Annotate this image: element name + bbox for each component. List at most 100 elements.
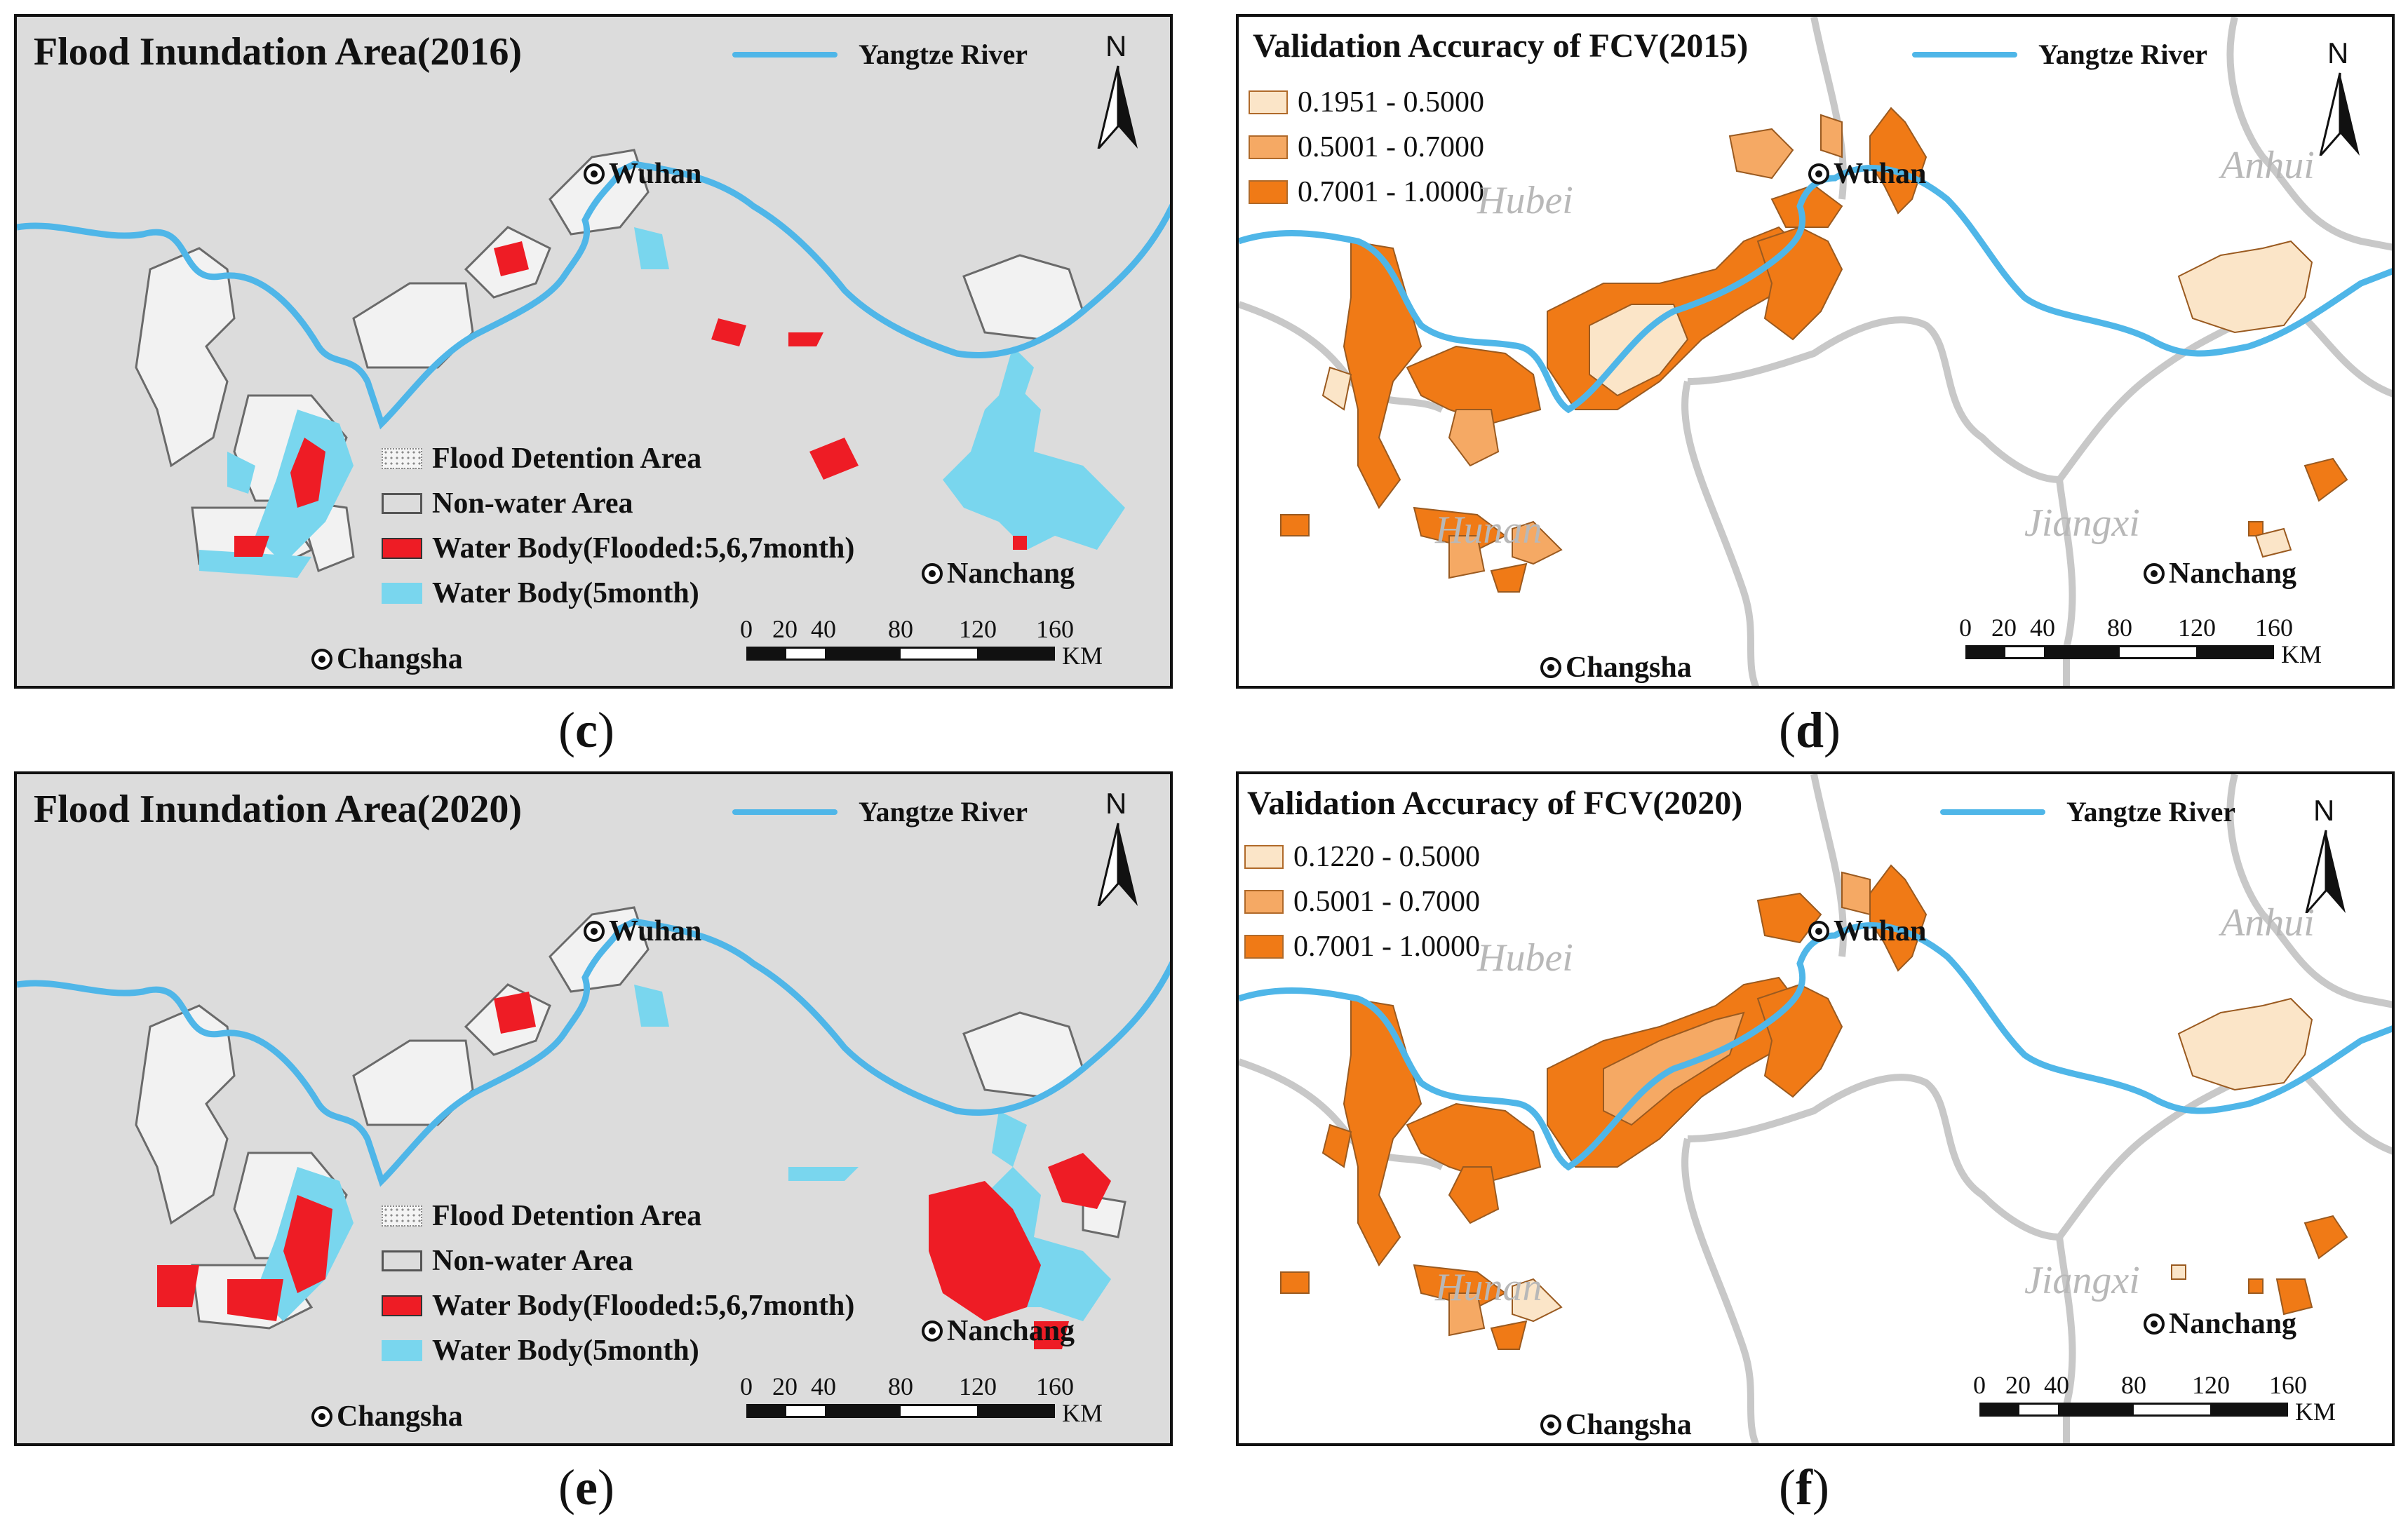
scale-tick: 120	[959, 615, 997, 643]
legend-label: 0.5001 - 0.7000	[1293, 886, 1480, 918]
panel-caption-d: (d)	[1779, 702, 1841, 758]
scale-tick: 0	[740, 1372, 753, 1400]
legend-item-water: Water Body(5month)	[382, 571, 854, 616]
acc-mid-swatch	[1249, 135, 1288, 159]
province-label-jiangxi: Jiangxi	[2024, 1259, 2140, 1302]
city-changsha: Changsha	[311, 1400, 463, 1433]
yangtze-river-line	[1239, 165, 2392, 414]
scale-tick: 120	[2192, 1371, 2230, 1399]
map-panel-c: Flood Inundation Area(2016) Yangtze Rive…	[14, 14, 1173, 689]
detention-swatch	[382, 448, 422, 469]
legend: 0.1220 - 0.5000 0.5001 - 0.7000 0.7001 -…	[1244, 835, 1480, 969]
river-legend-label: Yangtze River	[2038, 39, 2208, 70]
map-panel-e: Flood Inundation Area(2020) Yangtze Rive…	[14, 771, 1173, 1446]
north-arrow: N	[2312, 36, 2368, 156]
river-legend: Yangtze River	[1940, 795, 2235, 828]
scale-tick: 160	[2269, 1371, 2307, 1399]
accuracy-polygons	[1280, 107, 2348, 593]
acc-high-swatch	[1244, 935, 1284, 959]
legend-label: 0.7001 - 1.0000	[1298, 176, 1484, 208]
scale-tick: 0	[1959, 614, 1972, 642]
city-nanchang: Nanchang	[2144, 557, 2296, 590]
panel-caption-f: (f)	[1779, 1459, 1829, 1515]
legend-label: Water Body(Flooded:5,6,7month)	[432, 1290, 855, 1322]
legend-item-flooded: Water Body(Flooded:5,6,7month)	[382, 526, 854, 571]
city-marker-icon	[1540, 1414, 1561, 1436]
city-marker-icon	[2144, 563, 2165, 584]
flooded-water	[234, 241, 1027, 557]
city-changsha: Changsha	[311, 642, 463, 676]
legend-label: Water Body(5month)	[432, 1335, 699, 1367]
north-arrow-icon	[2305, 830, 2346, 913]
north-arrow-label: N	[1105, 787, 1127, 820]
city-wuhan: Wuhan	[1808, 914, 1926, 948]
panel-title: Flood Inundation Area(2020)	[34, 788, 522, 831]
north-arrow-label: N	[2327, 36, 2349, 69]
water-5month	[199, 227, 1125, 578]
scale-ticks: 0 20 40 80 120 160	[1959, 613, 2302, 642]
city-marker-icon	[2144, 1313, 2165, 1335]
scale-tick: 40	[2044, 1371, 2069, 1399]
scale-bar-segments	[1979, 1403, 2288, 1417]
river-legend: Yangtze River	[732, 38, 1028, 71]
yangtze-river-line	[17, 918, 1170, 1187]
legend-label: Non-water Area	[432, 1245, 633, 1277]
city-marker-icon	[1808, 163, 1829, 184]
panel-caption-letter: d	[1795, 702, 1824, 758]
city-wuhan: Wuhan	[584, 157, 701, 191]
flooded-water	[157, 992, 1111, 1349]
legend-item-low: 0.1220 - 0.5000	[1244, 835, 1480, 879]
panel-title: Validation Accuracy of FCV(2015)	[1253, 27, 1749, 65]
scale-ticks: 0 20 40 80 120 160	[740, 1372, 1083, 1400]
legend-label: Water Body(5month)	[432, 577, 699, 609]
river-legend-line	[732, 809, 838, 815]
panel-caption-c: (c)	[558, 702, 614, 758]
map-panel-d: Validation Accuracy of FCV(2015) Yangtze…	[1236, 14, 2395, 689]
legend-item-nonwater: Non-water Area	[382, 1238, 854, 1283]
scale-tick: 40	[2030, 614, 2055, 642]
city-label: Wuhan	[609, 915, 702, 947]
north-arrow: N	[1090, 29, 1146, 149]
scale-tick: 0	[740, 615, 753, 643]
legend-item-low: 0.1951 - 0.5000	[1249, 80, 1484, 125]
city-marker-icon	[922, 1321, 943, 1342]
scale-bar: 0 20 40 80 120 160 KM	[1973, 1370, 2336, 1433]
scale-bar-segments	[1965, 645, 2274, 659]
scale-tick: 160	[1036, 615, 1074, 643]
scale-tick: 80	[888, 615, 913, 643]
scale-tick: 80	[2121, 1371, 2146, 1399]
flooded-swatch	[382, 1295, 422, 1316]
yangtze-river-line	[17, 161, 1170, 430]
province-label-hunan: Hunan	[1435, 1266, 1542, 1309]
scale-tick: 20	[772, 1372, 798, 1400]
river-legend: Yangtze River	[1912, 38, 2207, 71]
scale-bar: 0 20 40 80 120 160 KM	[740, 1372, 1103, 1435]
legend-label: Flood Detention Area	[432, 443, 702, 475]
river-legend-line	[1940, 809, 2045, 815]
city-label: Wuhan	[1834, 158, 1927, 190]
city-changsha: Changsha	[1540, 651, 1692, 684]
river-legend-label: Yangtze River	[2066, 796, 2236, 828]
legend-label: 0.1220 - 0.5000	[1293, 841, 1480, 873]
city-label: Changsha	[337, 1400, 463, 1433]
legend-item-high: 0.7001 - 1.0000	[1249, 170, 1484, 215]
scale-tick: 20	[772, 615, 798, 643]
city-marker-icon	[311, 1406, 332, 1427]
flood-map-canvas-e	[17, 906, 1170, 1349]
nonwater-swatch	[382, 493, 422, 514]
scale-tick: 20	[2005, 1371, 2031, 1399]
legend-item-detention: Flood Detention Area	[382, 436, 854, 481]
legend: 0.1951 - 0.5000 0.5001 - 0.7000 0.7001 -…	[1249, 80, 1484, 215]
city-label: Nanchang	[947, 1315, 1075, 1347]
city-label: Nanchang	[947, 558, 1075, 590]
city-label: Changsha	[337, 643, 463, 675]
north-arrow: N	[1090, 787, 1146, 906]
acc-high-swatch	[1249, 180, 1288, 204]
scale-tick: 0	[1973, 1371, 1986, 1399]
panel-caption-e: (e)	[558, 1459, 614, 1515]
scale-tick: 120	[2178, 614, 2216, 642]
acc-low-swatch	[1249, 90, 1288, 114]
city-marker-icon	[584, 921, 605, 942]
north-arrow-icon	[2319, 72, 2360, 156]
legend-label: 0.7001 - 1.0000	[1293, 931, 1480, 963]
